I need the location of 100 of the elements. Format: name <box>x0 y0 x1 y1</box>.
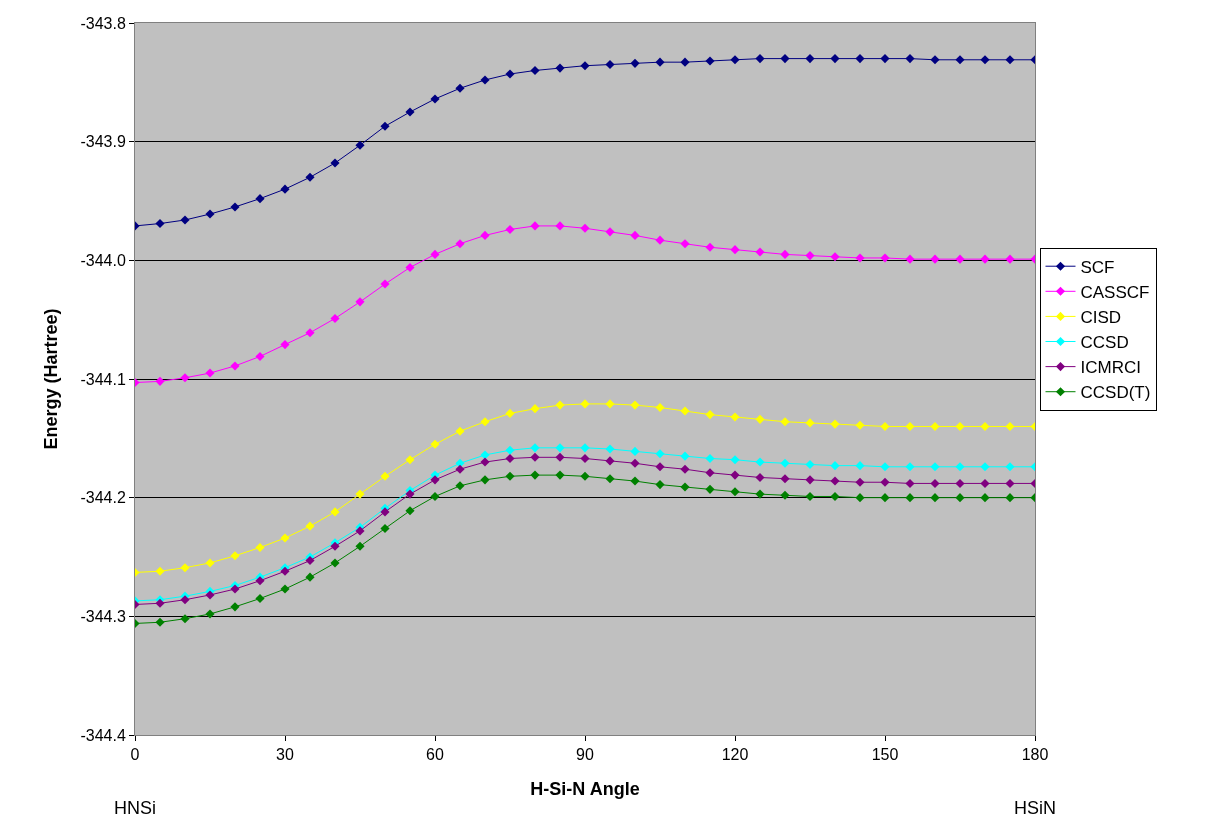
point <box>480 417 490 427</box>
point <box>880 477 890 487</box>
point <box>505 445 515 455</box>
point <box>780 249 790 259</box>
point <box>355 140 365 150</box>
point <box>330 507 340 517</box>
legend-label: ICMRCI <box>1080 358 1141 378</box>
point <box>705 242 715 252</box>
point <box>930 462 940 472</box>
point <box>955 254 965 264</box>
point <box>305 328 315 338</box>
point <box>205 558 215 568</box>
point <box>430 475 440 485</box>
point <box>830 461 840 471</box>
point <box>305 572 315 582</box>
text: HSiN <box>1014 798 1057 818</box>
point <box>530 404 540 414</box>
point <box>230 361 240 371</box>
point <box>755 489 765 499</box>
point <box>580 61 590 71</box>
point <box>805 459 815 469</box>
point <box>655 402 665 413</box>
point <box>205 609 215 619</box>
point <box>580 399 590 409</box>
point <box>280 184 290 194</box>
point <box>255 194 265 204</box>
point <box>955 462 965 472</box>
point <box>605 444 615 454</box>
point <box>505 453 515 464</box>
point <box>980 478 990 488</box>
y-tick-label: -344.2 <box>80 489 126 507</box>
x-tick-label: 150 <box>871 746 899 764</box>
y-tick-label: -343.9 <box>80 133 126 151</box>
y-tick-label: -344.3 <box>80 607 126 625</box>
point <box>430 249 440 259</box>
point <box>655 462 665 472</box>
point <box>905 421 915 432</box>
point <box>1005 478 1015 488</box>
point <box>455 239 465 249</box>
point <box>980 493 990 503</box>
point <box>630 230 640 240</box>
point <box>180 595 190 605</box>
point <box>605 474 615 484</box>
point <box>355 526 365 536</box>
point <box>255 542 265 553</box>
point <box>755 54 765 64</box>
point <box>555 221 565 231</box>
point <box>305 521 315 531</box>
point <box>880 493 890 503</box>
point <box>830 491 840 502</box>
point <box>680 482 690 492</box>
point <box>230 602 240 612</box>
point <box>480 450 490 460</box>
point <box>905 254 915 264</box>
point <box>480 457 490 467</box>
point <box>430 439 440 449</box>
point <box>705 453 715 464</box>
point <box>905 462 915 472</box>
point <box>380 279 390 289</box>
point <box>380 121 390 131</box>
point <box>905 54 915 64</box>
point <box>730 487 740 497</box>
point <box>455 426 465 436</box>
point <box>680 451 690 461</box>
point <box>730 245 740 255</box>
point <box>930 478 940 488</box>
point <box>805 475 815 485</box>
point <box>355 297 365 307</box>
point <box>430 94 440 104</box>
legend-label: CCSD(T) <box>1080 383 1151 403</box>
point <box>1005 462 1015 472</box>
point <box>855 477 865 487</box>
point <box>255 593 265 604</box>
point <box>905 478 915 488</box>
x-tick-label: 180 <box>1021 746 1049 764</box>
point <box>1005 421 1015 432</box>
point <box>655 449 665 459</box>
point <box>1005 55 1015 65</box>
point <box>530 452 540 462</box>
point <box>705 468 715 478</box>
point <box>955 421 965 432</box>
point <box>980 462 990 472</box>
point <box>355 541 365 551</box>
point <box>255 576 265 586</box>
point <box>880 421 890 432</box>
point <box>855 253 865 263</box>
point <box>630 476 640 486</box>
point <box>405 107 415 117</box>
point <box>780 54 790 64</box>
point <box>155 376 165 386</box>
point <box>455 83 465 93</box>
x-tick-label: 0 <box>130 746 140 764</box>
point <box>255 351 265 361</box>
point <box>555 470 565 480</box>
point <box>230 551 240 561</box>
point <box>780 474 790 484</box>
point <box>155 566 165 576</box>
point <box>680 464 690 474</box>
legend-label: CCSD <box>1080 333 1129 353</box>
point <box>730 55 740 65</box>
